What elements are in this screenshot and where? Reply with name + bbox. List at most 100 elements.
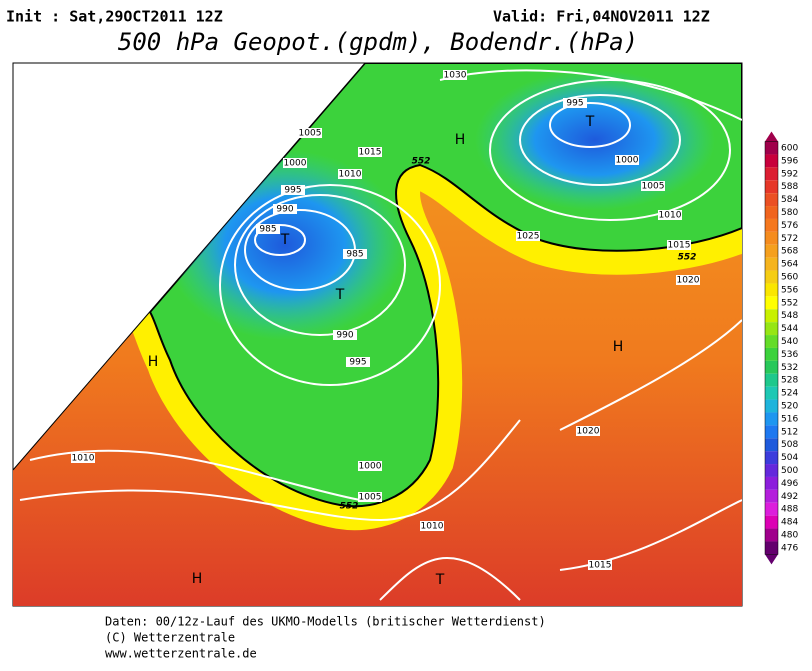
colorbar-swatch [765,438,778,452]
colorbar-swatch [765,193,778,207]
colorbar-arrow [765,131,778,142]
isobar-label-bg [641,181,665,191]
isobar-label-bg [358,492,382,502]
colorbar-swatch [765,206,778,219]
contour-label: 552 [412,157,431,167]
isobar-label-bg [338,169,362,179]
isobar-label: 1030 [444,71,467,81]
colorbar-swatch [765,231,778,245]
pressure-center: H [148,354,159,370]
footer-line: www.wetterzentrale.de [105,647,257,661]
isobar-label: 990 [276,205,293,215]
colorbar-frame [764,141,779,555]
colorbar-swatch [765,180,778,194]
isobar-label-bg [516,231,540,241]
colorbar-swatch [765,464,778,477]
map-title: 500 hPa Geopot.(gpdm), Bodendr.(hPa) [118,28,638,56]
isobar-label-bg [343,249,367,259]
isobar-label-bg [358,147,382,157]
colorbar-label: 528 [781,376,798,386]
isobar-label: 995 [349,358,366,368]
isobar-label: 1000 [616,156,639,166]
isobar-label: 1020 [577,427,600,437]
isobar-label-bg [563,98,587,108]
colorbar-label: 524 [781,389,798,399]
colorbar-swatch [765,541,778,555]
isobar-label: 990 [336,331,353,341]
pressure-center: H [455,132,466,148]
pressure-center: T [435,572,445,588]
colorbar-swatch [765,528,778,542]
isobar-label-bg [298,128,322,138]
colorbar-label: 556 [781,285,798,295]
isobar-label-bg [676,275,700,285]
colorbar-label: 576 [781,221,798,231]
colorbar-swatch [765,218,778,232]
isobar-label-bg [443,70,467,80]
colorbar-label: 592 [781,169,798,179]
colorbar-swatch [765,141,778,155]
isobar-label-bg [346,357,370,367]
isobar-label-bg [71,453,95,463]
colorbar-swatch [765,322,778,336]
isobar-label: 1025 [517,232,540,242]
colorbar-label: 520 [781,402,798,412]
colorbar-label: 492 [781,492,798,502]
isobar-label-bg [273,204,297,214]
colorbar-label: 480 [781,531,798,541]
colorbar-swatch [765,244,778,258]
colorbar-label: 508 [781,440,798,450]
isobar-label: 985 [346,250,363,260]
colorbar-label: 536 [781,350,798,360]
isobar-label-bg [658,210,682,220]
isobar-label: 1000 [359,462,382,472]
contour-label: 552 [340,502,359,512]
pressure-center: T [280,232,290,248]
colorbar-swatch [765,489,778,503]
isobar-label: 1000 [284,159,307,169]
isobar-label-bg [667,240,691,250]
colorbar-label: 596 [781,156,798,166]
isobar-label-bg [576,426,600,436]
colorbar: 600 596 592 588 584 580 576 572 568 564 560 556 552 5… [764,131,798,565]
colorbar-label: 532 [781,363,798,373]
isobar-label: 995 [284,186,301,196]
colorbar-label: 580 [781,208,798,218]
colorbar-swatch [765,399,778,413]
isobar-label: 1010 [339,170,362,180]
isobar-label-bg [283,158,307,168]
isobar-label: 1010 [421,522,444,532]
init-time: Init : Sat,29OCT2011 12Z [6,8,223,26]
colorbar-swatch [765,257,778,271]
colorbar-swatch [765,270,778,284]
isobar-label: 1005 [299,129,322,139]
colorbar-label: 600 [781,144,798,154]
colorbar-swatch [765,373,778,387]
footer-line: (C) Wetterzentrale [105,631,235,645]
isobar-label-bg [281,185,305,195]
colorbar-swatch [765,347,778,361]
colorbar-swatch [765,335,778,348]
colorbar-label: 572 [781,234,798,244]
colorbar-label: 564 [781,260,798,270]
isobar-label: 1010 [72,454,95,464]
colorbar-label: 540 [781,337,798,347]
colorbar-label: 500 [781,466,798,476]
colorbar-arrow [765,554,778,565]
colorbar-swatch [765,360,778,374]
isobar-label-bg [256,224,280,234]
colorbar-swatch [765,167,778,181]
isobar-label: 1015 [359,148,382,158]
colorbar-swatch [765,515,778,529]
colorbar-label: 488 [781,505,798,515]
colorbar-label: 552 [781,298,798,308]
colorbar-swatch [765,425,778,439]
colorbar-label: 584 [781,195,798,205]
isobar-label: 995 [566,99,583,109]
isobar-label: 1010 [659,211,682,221]
contour-label: 552 [678,253,697,263]
colorbar-swatch [765,154,778,168]
isobar-label-bg [333,330,357,340]
colorbar-label: 484 [781,518,798,528]
